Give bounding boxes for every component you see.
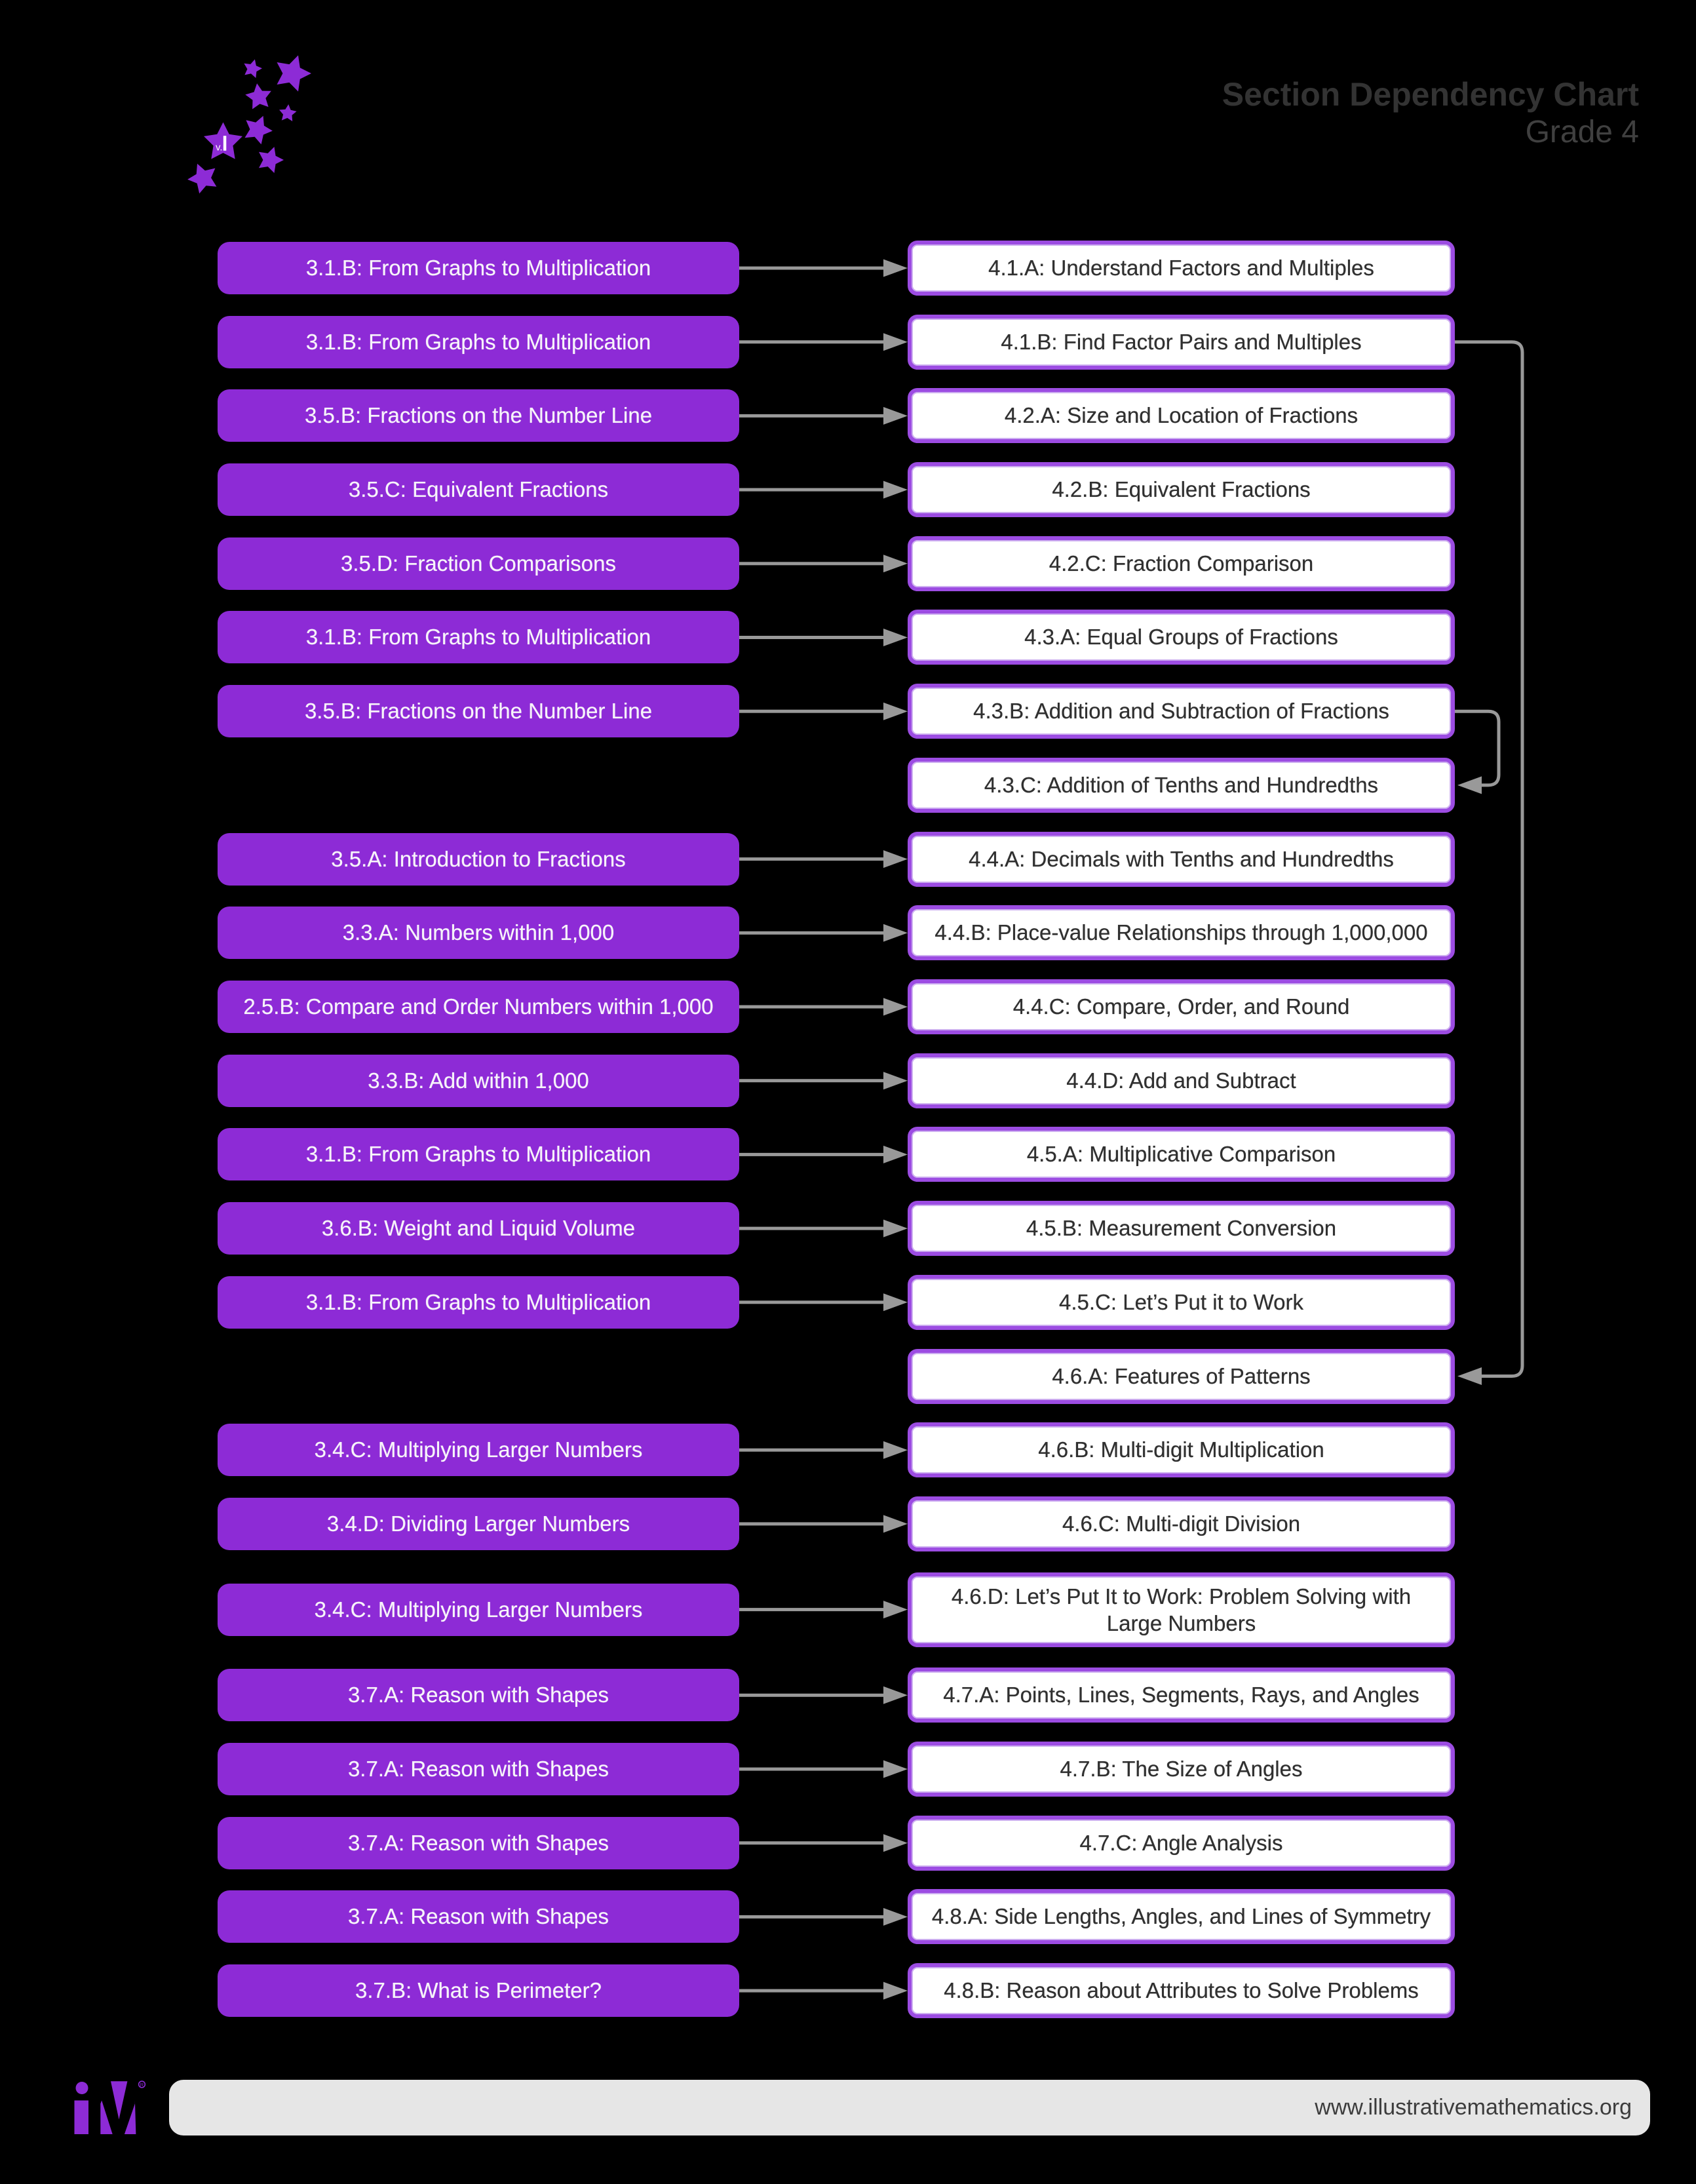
svg-text:v.: v. <box>216 142 223 153</box>
svg-text:R: R <box>140 2082 144 2088</box>
